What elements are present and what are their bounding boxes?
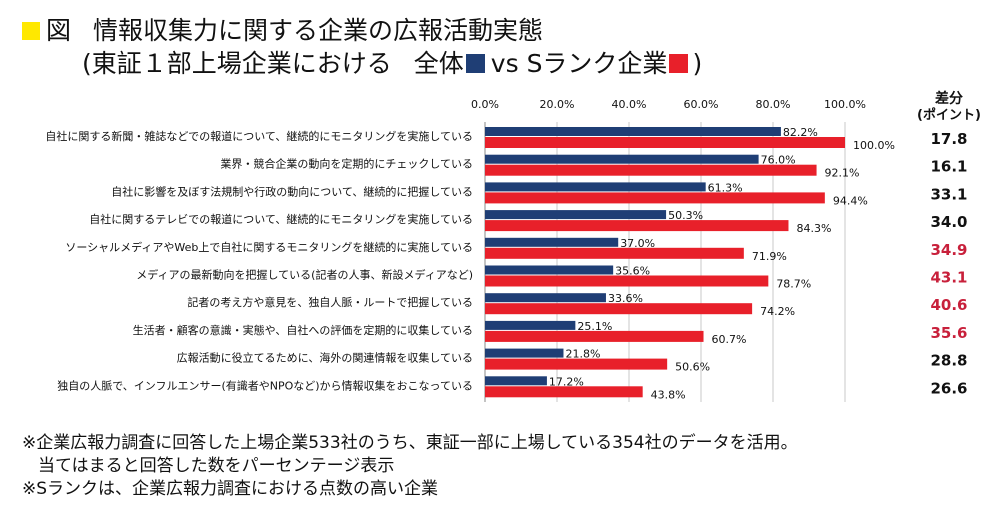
bar-s-rank (485, 220, 789, 232)
category-label: メディアの最新動向を把握している(記者の人事、新設メディアなど) (136, 268, 473, 282)
category-label: 生活者・顧客の意識・実態や、自社への評価を定期的に収集している (133, 323, 473, 337)
bar-s-rank (485, 192, 825, 204)
x-tick-label: 0.0% (471, 98, 499, 111)
category-label: ソーシャルメディアやWeb上で自社に関するモニタリングを継続的に実施している (65, 240, 473, 254)
diff-value: 43.1 (930, 269, 967, 287)
data-label-all: 17.2% (549, 375, 584, 388)
data-label-s-rank: 84.3% (796, 222, 831, 235)
category-label: 自社に関するテレビでの報道について、継続的にモニタリングを実施している (89, 212, 473, 226)
bar-s-rank (485, 247, 744, 259)
data-label-all: 61.3% (708, 181, 743, 194)
data-label-all: 25.1% (577, 320, 612, 333)
diff-header-unit: (ポイント) (917, 107, 981, 123)
chart-title: 図情報収集力に関する企業の広報活動実態 (東証１部上場企業における 全体 vs Sラ… (22, 14, 702, 80)
data-label-s-rank: 43.8% (651, 388, 686, 401)
category-label: 自社に影響を及ぼす法規制や行政の動向について、継続的に把握している (111, 184, 473, 198)
bar-chart: 0.0% 20.0% 40.0% 60.0% 80.0% 100.0% 差分(ポイント) 自社… (45, 90, 981, 402)
data-label-s-rank: 60.7% (712, 333, 747, 346)
category-label: 独自の人脈で、インフルエンサー(有識者やNPOなど)から情報収集をおこなっている (57, 378, 473, 392)
title-close-paren: ) (692, 49, 703, 78)
data-label-all: 33.6% (608, 292, 643, 305)
x-tick-label: 20.0% (540, 98, 575, 111)
title-text: 情報収集力に関する企業の広報活動実態 (93, 16, 544, 45)
bar-s-rank (485, 303, 753, 315)
bar-s-rank (485, 275, 769, 287)
legend-all-swatch (465, 54, 485, 73)
legend-all-label: 全体 (413, 49, 464, 78)
data-label-s-rank: 78.7% (776, 278, 811, 291)
bar-all (485, 154, 759, 164)
bar-s-rank (485, 164, 817, 176)
x-tick-label: 40.0% (612, 98, 647, 111)
data-label-all: 50.3% (668, 209, 703, 222)
diff-value: 35.6 (930, 324, 967, 342)
category-label: 業界・競合企業の動向を定期的にチェックしている (220, 157, 473, 171)
legend-s-label: Sランク企業 (526, 49, 668, 78)
bar-all (485, 210, 667, 220)
data-label-all: 76.0% (761, 154, 796, 167)
bar-all (485, 265, 614, 275)
data-label-s-rank: 71.9% (752, 250, 787, 263)
bar-s-rank (485, 137, 845, 148)
diff-value: 40.6 (930, 296, 967, 314)
bar-all (485, 348, 564, 358)
diff-value: 34.9 (930, 241, 967, 259)
category-label: 広報活動に役立てるために、海外の関連情報を収集している (177, 351, 473, 365)
diff-value: 28.8 (930, 352, 967, 370)
bar-s-rank (485, 358, 668, 370)
legend-vs: vs (490, 49, 519, 78)
title-subtitle: (東証１部上場企業における (82, 49, 392, 78)
title-line-1: 図情報収集力に関する企業の広報活動実態 (22, 14, 702, 47)
footnote-1: ※企業広報力調査に回答した上場企業533社のうち、東証一部に上場している354社… (22, 433, 798, 453)
data-label-s-rank: 74.2% (760, 305, 795, 318)
diff-header: 差分 (935, 90, 963, 107)
bar-all (485, 127, 781, 136)
data-label-all: 35.6% (615, 265, 650, 278)
x-tick-label: 100.0% (824, 98, 866, 111)
diff-value: 33.1 (930, 185, 967, 203)
title-line-2: (東証１部上場企業における 全体 vs Sランク企業) (22, 47, 702, 80)
diff-value: 17.8 (930, 130, 967, 148)
data-label-s-rank: 94.4% (833, 194, 868, 207)
data-label-s-rank: 92.1% (825, 167, 860, 180)
data-label-all: 37.0% (620, 237, 655, 250)
bar-all (485, 237, 619, 247)
bar-s-rank (485, 330, 704, 342)
bar-all (485, 320, 576, 330)
bar-all (485, 182, 706, 192)
bar-all (485, 293, 606, 303)
footnote-3: ※Sランクは、企業広報力調査における点数の高い企業 (22, 479, 439, 499)
bar-s-rank (485, 386, 643, 398)
data-label-s-rank: 100.0% (853, 139, 895, 152)
diff-value: 34.0 (930, 213, 967, 231)
bar-all (485, 376, 547, 386)
legend-s-swatch (669, 54, 689, 73)
footnotes: ※企業広報力調査に回答した上場企業533社のうち、東証一部に上場している354社… (22, 432, 798, 501)
category-label: 自社に関する新聞・雑誌などでの報道について、継続的にモニタリングを実施している (45, 129, 473, 143)
figure-marker: 図 (46, 16, 72, 45)
x-tick-label: 60.0% (684, 98, 719, 111)
x-tick-label: 80.0% (756, 98, 791, 111)
yellow-square-icon (22, 22, 40, 40)
data-label-all: 21.8% (565, 348, 600, 361)
data-label-s-rank: 50.6% (675, 361, 710, 374)
category-label: 記者の考え方や意見を、独自人脈・ルートで把握している (187, 295, 473, 309)
diff-value: 16.1 (930, 158, 967, 176)
data-label-all: 82.2% (783, 126, 818, 139)
diff-value: 26.6 (930, 379, 967, 397)
footnote-2: 当てはまると回答した数をパーセンテージ表示 (38, 456, 395, 476)
